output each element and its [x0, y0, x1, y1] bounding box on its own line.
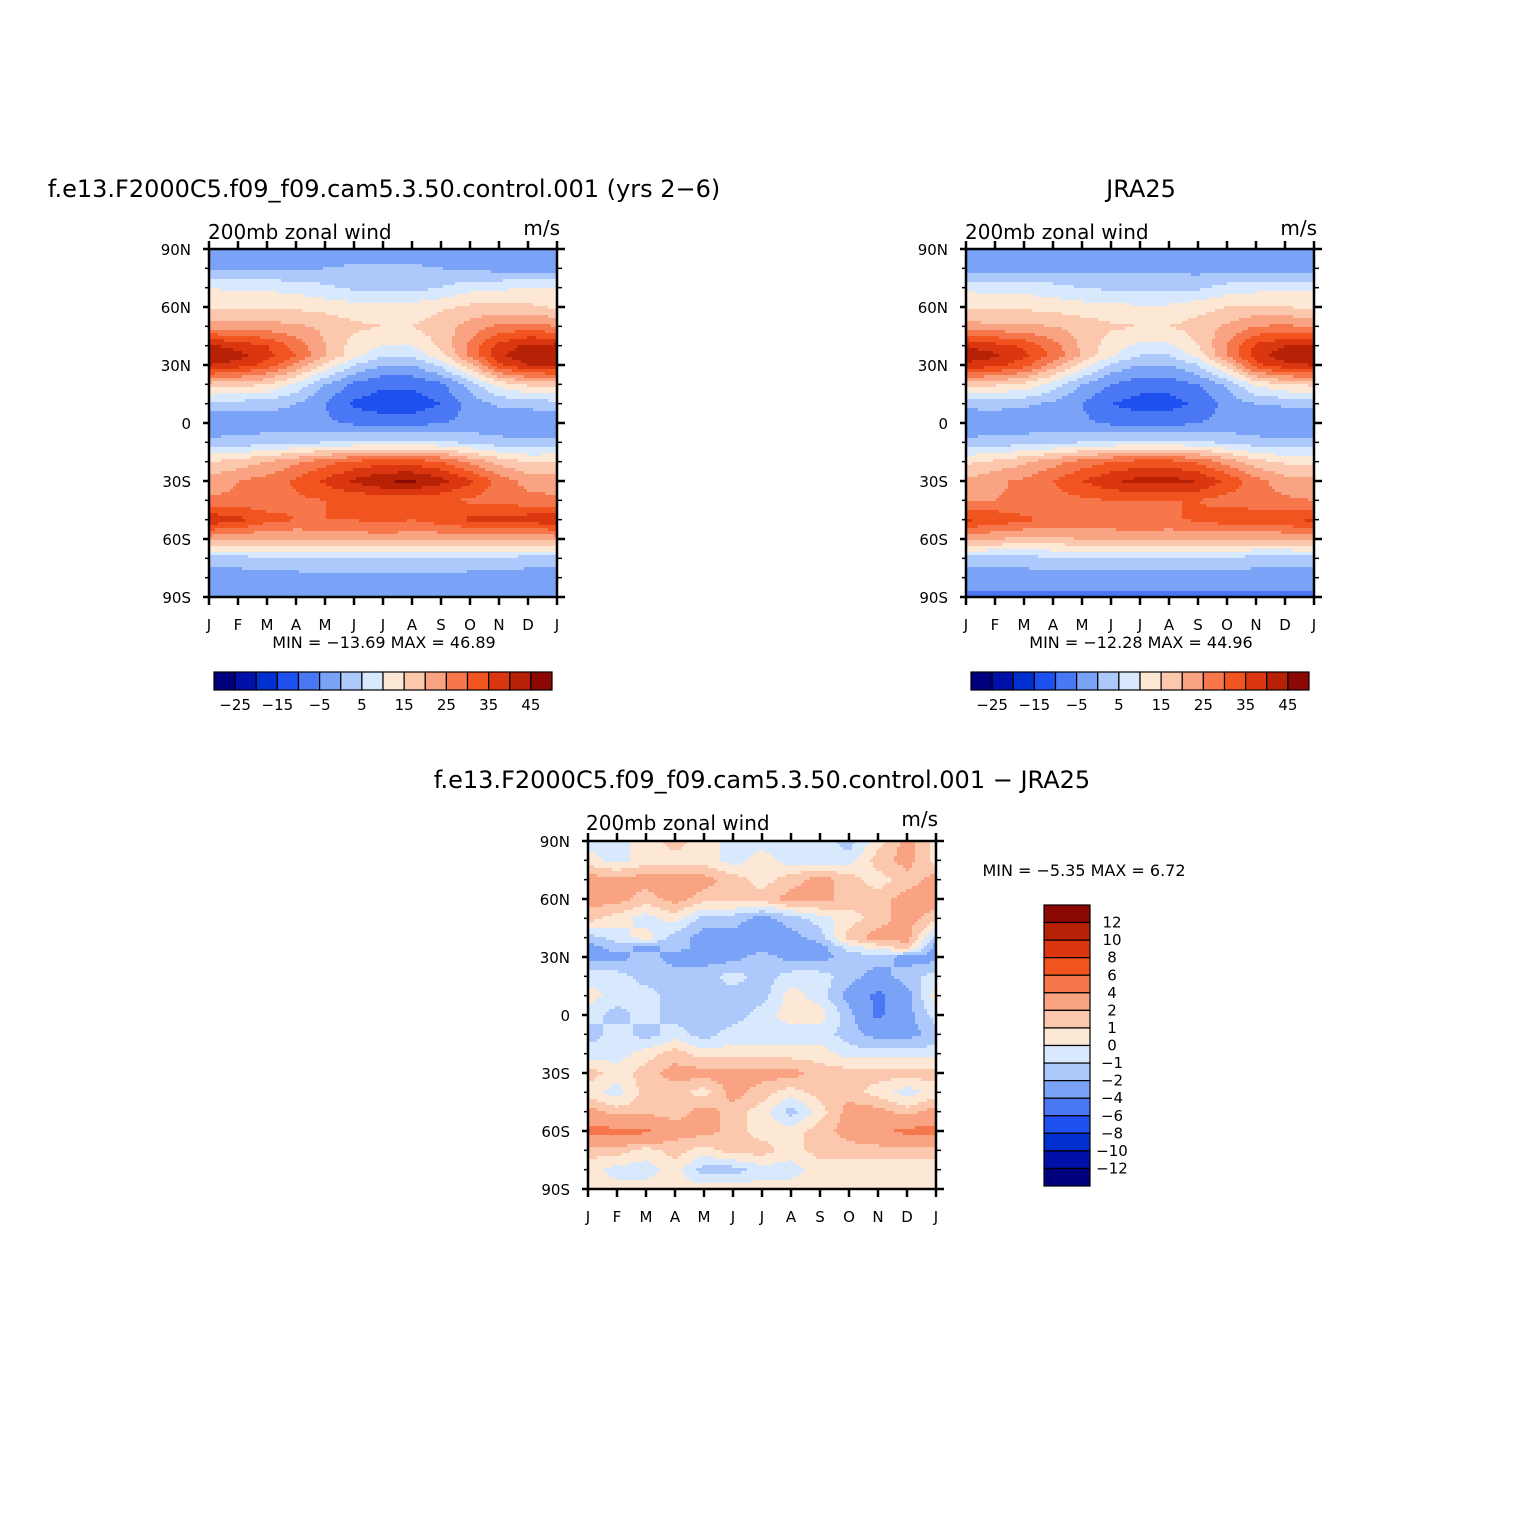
panel-model-units: m/s — [523, 216, 560, 240]
panel-model-plot — [209, 249, 558, 598]
panel-model-left-label: 200mb zonal wind — [208, 220, 392, 244]
panel-model-title: f.e13.F2000C5.f09_f09.cam5.3.50.control.… — [48, 175, 721, 203]
